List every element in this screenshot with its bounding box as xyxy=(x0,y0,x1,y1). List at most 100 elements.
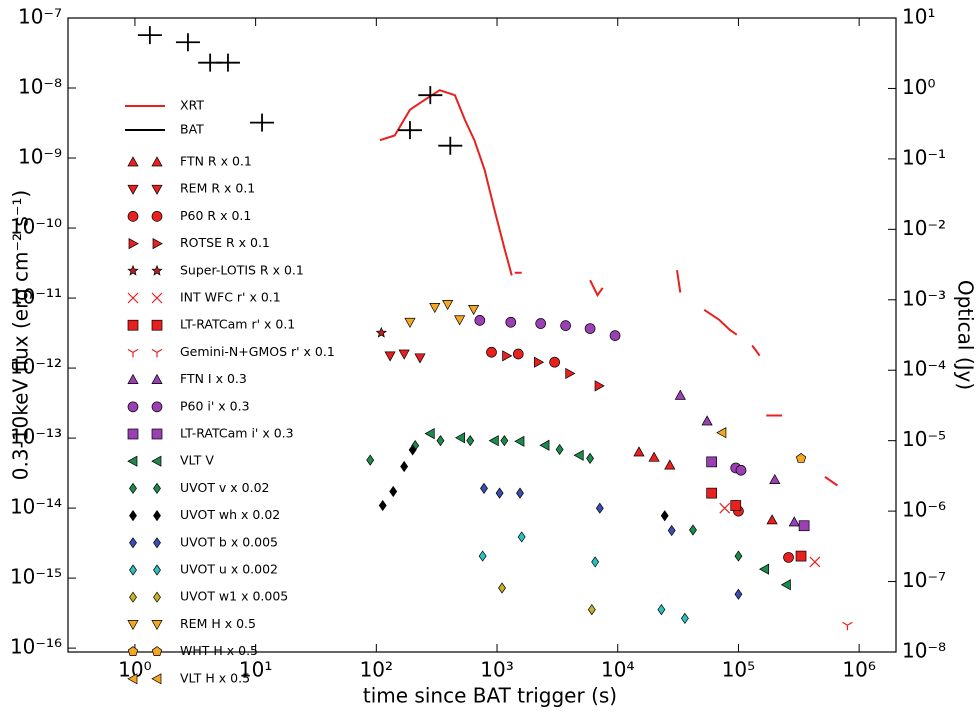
legend-label: UVOT b x 0.005 xyxy=(180,534,278,549)
marker xyxy=(498,582,506,594)
y2-axis-label: Optical (Jy) xyxy=(954,280,978,390)
marker xyxy=(486,346,497,358)
legend-marker xyxy=(151,428,163,440)
marker xyxy=(215,53,240,72)
legend-marker xyxy=(127,264,139,276)
legend-label: FTN R x 0.1 xyxy=(180,154,252,169)
marker xyxy=(438,136,463,155)
marker xyxy=(502,350,513,362)
legend-marker xyxy=(128,238,139,250)
marker xyxy=(664,459,676,470)
marker xyxy=(660,510,669,522)
marker xyxy=(516,487,524,499)
marker xyxy=(584,323,596,334)
marker xyxy=(795,452,807,463)
marker xyxy=(514,435,525,447)
x-tick-label: 10⁶ xyxy=(842,658,875,682)
y2-tick-label: 10⁻⁸ xyxy=(902,639,946,663)
marker xyxy=(795,550,807,562)
y-tick-label: 10⁻⁸ xyxy=(18,75,62,99)
legend-marker xyxy=(151,264,163,276)
legend-label: P60 R x 0.1 xyxy=(180,208,251,223)
legend-marker xyxy=(153,564,161,576)
marker xyxy=(495,487,504,499)
legend-marker xyxy=(127,428,139,440)
y-tick-label: 10⁻¹¹ xyxy=(10,285,62,309)
marker xyxy=(573,449,584,461)
marker xyxy=(534,356,545,368)
legend-marker xyxy=(127,348,139,358)
y-tick-label: 10⁻¹⁵ xyxy=(10,565,62,589)
marker xyxy=(480,482,488,495)
y2-tick-label: 10⁻² xyxy=(902,216,946,240)
marker xyxy=(734,588,743,600)
marker xyxy=(549,356,560,368)
marker xyxy=(706,456,718,468)
y2-tick-label: 10⁻⁵ xyxy=(902,427,946,451)
legend-marker xyxy=(151,401,163,413)
marker xyxy=(500,435,509,447)
plot-frame xyxy=(67,17,897,653)
marker xyxy=(488,435,499,447)
marker xyxy=(454,315,466,326)
legend-label: Super-LOTIS R x 0.1 xyxy=(180,262,304,277)
legend-label: FTN I x 0.3 xyxy=(180,371,247,386)
marker xyxy=(466,435,475,447)
legend-marker xyxy=(151,348,163,358)
y2-tick-label: 10⁻⁴ xyxy=(902,357,946,381)
xrt-line xyxy=(379,89,838,487)
legend-label: VLT H x 0.5 xyxy=(180,670,250,685)
marker xyxy=(798,520,810,532)
y2-tick-label: 10¹ xyxy=(902,5,935,29)
marker xyxy=(454,432,466,444)
marker xyxy=(788,516,800,527)
marker xyxy=(706,487,718,499)
legend-marker xyxy=(151,319,163,331)
legend-marker xyxy=(151,646,163,656)
marker xyxy=(674,389,686,400)
legend-label: UVOT wh x 0.02 xyxy=(180,507,280,522)
legend-marker xyxy=(129,509,137,522)
x-tick-label: 10⁵ xyxy=(722,658,755,682)
legend-marker xyxy=(151,620,163,631)
marker xyxy=(842,621,853,631)
marker xyxy=(657,603,666,616)
legend-marker xyxy=(127,373,139,384)
marker xyxy=(400,460,409,473)
marker xyxy=(648,451,660,462)
legend-marker xyxy=(153,591,161,603)
marker xyxy=(375,326,387,338)
legend-label: ROTSE R x 0.1 xyxy=(180,235,270,250)
y-tick-label: 10⁻⁹ xyxy=(18,145,62,169)
marker xyxy=(424,428,435,440)
marker xyxy=(595,502,604,514)
marker xyxy=(418,86,443,105)
marker xyxy=(587,603,596,616)
marker xyxy=(555,443,564,456)
marker xyxy=(766,514,778,525)
marker xyxy=(474,315,486,326)
marker xyxy=(366,454,375,466)
legend-label: REM H x 0.5 xyxy=(180,616,256,631)
legend-marker xyxy=(127,292,139,304)
legend-label: XRT xyxy=(180,98,204,113)
marker xyxy=(565,367,576,380)
marker xyxy=(609,330,621,341)
legend-label: P60 i' x 0.3 xyxy=(180,398,250,413)
legend-marker xyxy=(151,184,163,195)
marker xyxy=(539,439,550,451)
legend-label: LT-RATCam i' x 0.3 xyxy=(180,426,294,441)
legend-label: UVOT u x 0.002 xyxy=(180,562,278,577)
marker xyxy=(730,500,742,511)
legend-label: REM R x 0.1 xyxy=(180,181,255,196)
y2-tick-label: 10⁻⁷ xyxy=(902,568,946,592)
marker xyxy=(517,531,526,543)
legend-marker xyxy=(127,455,138,467)
legend-marker xyxy=(151,455,162,467)
marker xyxy=(560,320,571,331)
marker xyxy=(667,524,676,537)
y2-tick-label: 10⁻¹ xyxy=(902,145,946,169)
legend-marker xyxy=(127,211,139,222)
legend-label: BAT xyxy=(180,122,204,137)
